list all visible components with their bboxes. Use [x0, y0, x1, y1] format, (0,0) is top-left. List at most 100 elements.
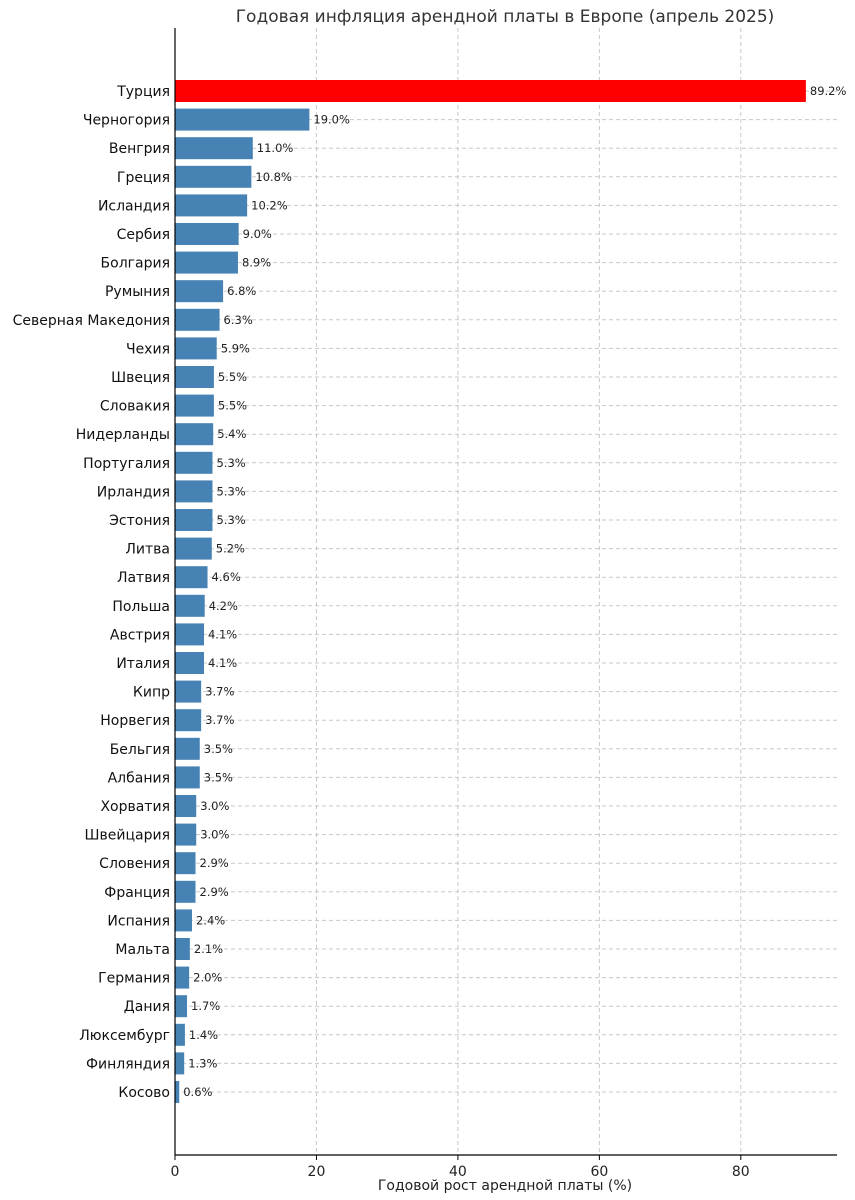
value-label: 5.5% — [218, 370, 247, 384]
value-label: 1.4% — [189, 1028, 218, 1042]
value-label: 5.5% — [218, 399, 247, 413]
category-label: Австрия — [110, 627, 170, 643]
value-label: 2.4% — [196, 913, 225, 927]
value-label: 6.3% — [224, 313, 253, 327]
category-label: Турция — [116, 84, 170, 100]
bar — [175, 909, 192, 932]
bar — [175, 966, 190, 989]
value-label: 19.0% — [313, 113, 350, 127]
bar — [175, 80, 806, 102]
bar — [175, 823, 197, 846]
value-label: 5.3% — [216, 456, 245, 470]
x-tick-labels: 0 20 40 60 80 — [171, 1164, 750, 1180]
bar — [175, 337, 217, 360]
value-label: 89.2% — [810, 84, 847, 98]
value-label: 4.1% — [208, 656, 237, 670]
category-label: Дания — [124, 999, 170, 1015]
value-label: 3.0% — [200, 828, 229, 842]
bar — [175, 394, 214, 417]
bar — [175, 480, 213, 503]
category-labels: Турция Черногория Венгрия Греция Исландия Сер… — [13, 84, 171, 1101]
value-label: 11.0% — [257, 141, 294, 155]
category-label: Литва — [125, 542, 170, 558]
category-label: Греция — [117, 170, 170, 186]
bar — [175, 165, 252, 188]
bars — [175, 80, 806, 1103]
bar — [175, 995, 188, 1018]
bar — [175, 251, 238, 274]
category-label: Люксембург — [79, 1028, 170, 1044]
category-label: Польша — [112, 599, 170, 615]
category-label: Словакия — [100, 399, 170, 415]
category-label: Португалия — [83, 456, 170, 472]
value-label: 10.2% — [251, 198, 288, 212]
category-label: Германия — [98, 971, 170, 987]
bar — [175, 1081, 180, 1103]
value-label: 4.1% — [208, 627, 237, 641]
bar — [175, 280, 224, 303]
x-axis-label: Годовой рост арендной платы (%) — [378, 1178, 632, 1194]
axes — [174, 28, 837, 1160]
category-label: Мальта — [115, 942, 170, 958]
bar — [175, 366, 214, 388]
category-label: Франция — [104, 885, 170, 901]
category-label: Косово — [118, 1085, 170, 1101]
value-label: 3.7% — [205, 685, 234, 699]
bar — [175, 766, 200, 789]
bar — [175, 566, 208, 589]
value-label: 3.5% — [204, 770, 233, 784]
category-label: Норвегия — [100, 713, 170, 729]
bar — [175, 108, 310, 131]
category-label: Кипр — [133, 685, 170, 701]
x-tick-label: 20 — [308, 1164, 326, 1180]
category-label: Чехия — [126, 341, 170, 357]
bar — [175, 1052, 185, 1075]
category-label: Исландия — [98, 198, 170, 214]
value-label: 2.1% — [194, 942, 223, 956]
bar — [175, 223, 239, 245]
bar — [175, 880, 196, 903]
bar — [175, 709, 202, 732]
bar — [175, 680, 202, 703]
value-label: 3.5% — [204, 742, 233, 756]
value-label: 2.0% — [193, 971, 222, 985]
value-label: 0.6% — [183, 1085, 212, 1099]
bar — [175, 938, 190, 960]
bar — [175, 623, 204, 646]
category-label: Швеция — [111, 370, 170, 386]
bar — [175, 423, 214, 446]
category-label: Албания — [108, 770, 170, 786]
category-label: Финляндия — [86, 1056, 170, 1072]
category-label: Испания — [107, 913, 170, 929]
category-label: Швейцария — [85, 828, 170, 844]
grid-lines — [175, 28, 837, 1155]
value-label: 3.7% — [205, 713, 234, 727]
x-tick-label: 40 — [449, 1164, 467, 1180]
value-label: 1.7% — [191, 999, 220, 1013]
category-label: Хорватия — [100, 799, 170, 815]
category-label: Венгрия — [109, 141, 170, 157]
bar — [175, 1023, 185, 1046]
value-label: 2.9% — [200, 856, 229, 870]
value-label: 5.3% — [216, 484, 245, 498]
value-label: 6.8% — [227, 284, 256, 298]
value-labels: 89.2% 19.0% 11.0% 10.8% 10.2% 9.0% 8.9% 6.8% 6.3… — [183, 84, 846, 1099]
value-label: 5.9% — [221, 341, 250, 355]
bar — [175, 594, 205, 617]
bar — [175, 308, 220, 331]
bar — [175, 737, 200, 760]
value-label: 5.3% — [216, 513, 245, 527]
category-label: Эстония — [109, 513, 170, 529]
bar — [175, 137, 253, 160]
value-label: 3.0% — [200, 799, 229, 813]
category-label: Ирландия — [97, 484, 170, 500]
category-label: Бельгия — [110, 742, 170, 758]
bar — [175, 852, 196, 875]
value-label: 5.2% — [216, 542, 245, 556]
chart-title: Годовая инфляция арендной платы в Европе… — [236, 7, 775, 27]
value-label: 4.2% — [209, 599, 238, 613]
value-label: 5.4% — [217, 427, 246, 441]
category-label: Северная Македония — [13, 313, 170, 329]
